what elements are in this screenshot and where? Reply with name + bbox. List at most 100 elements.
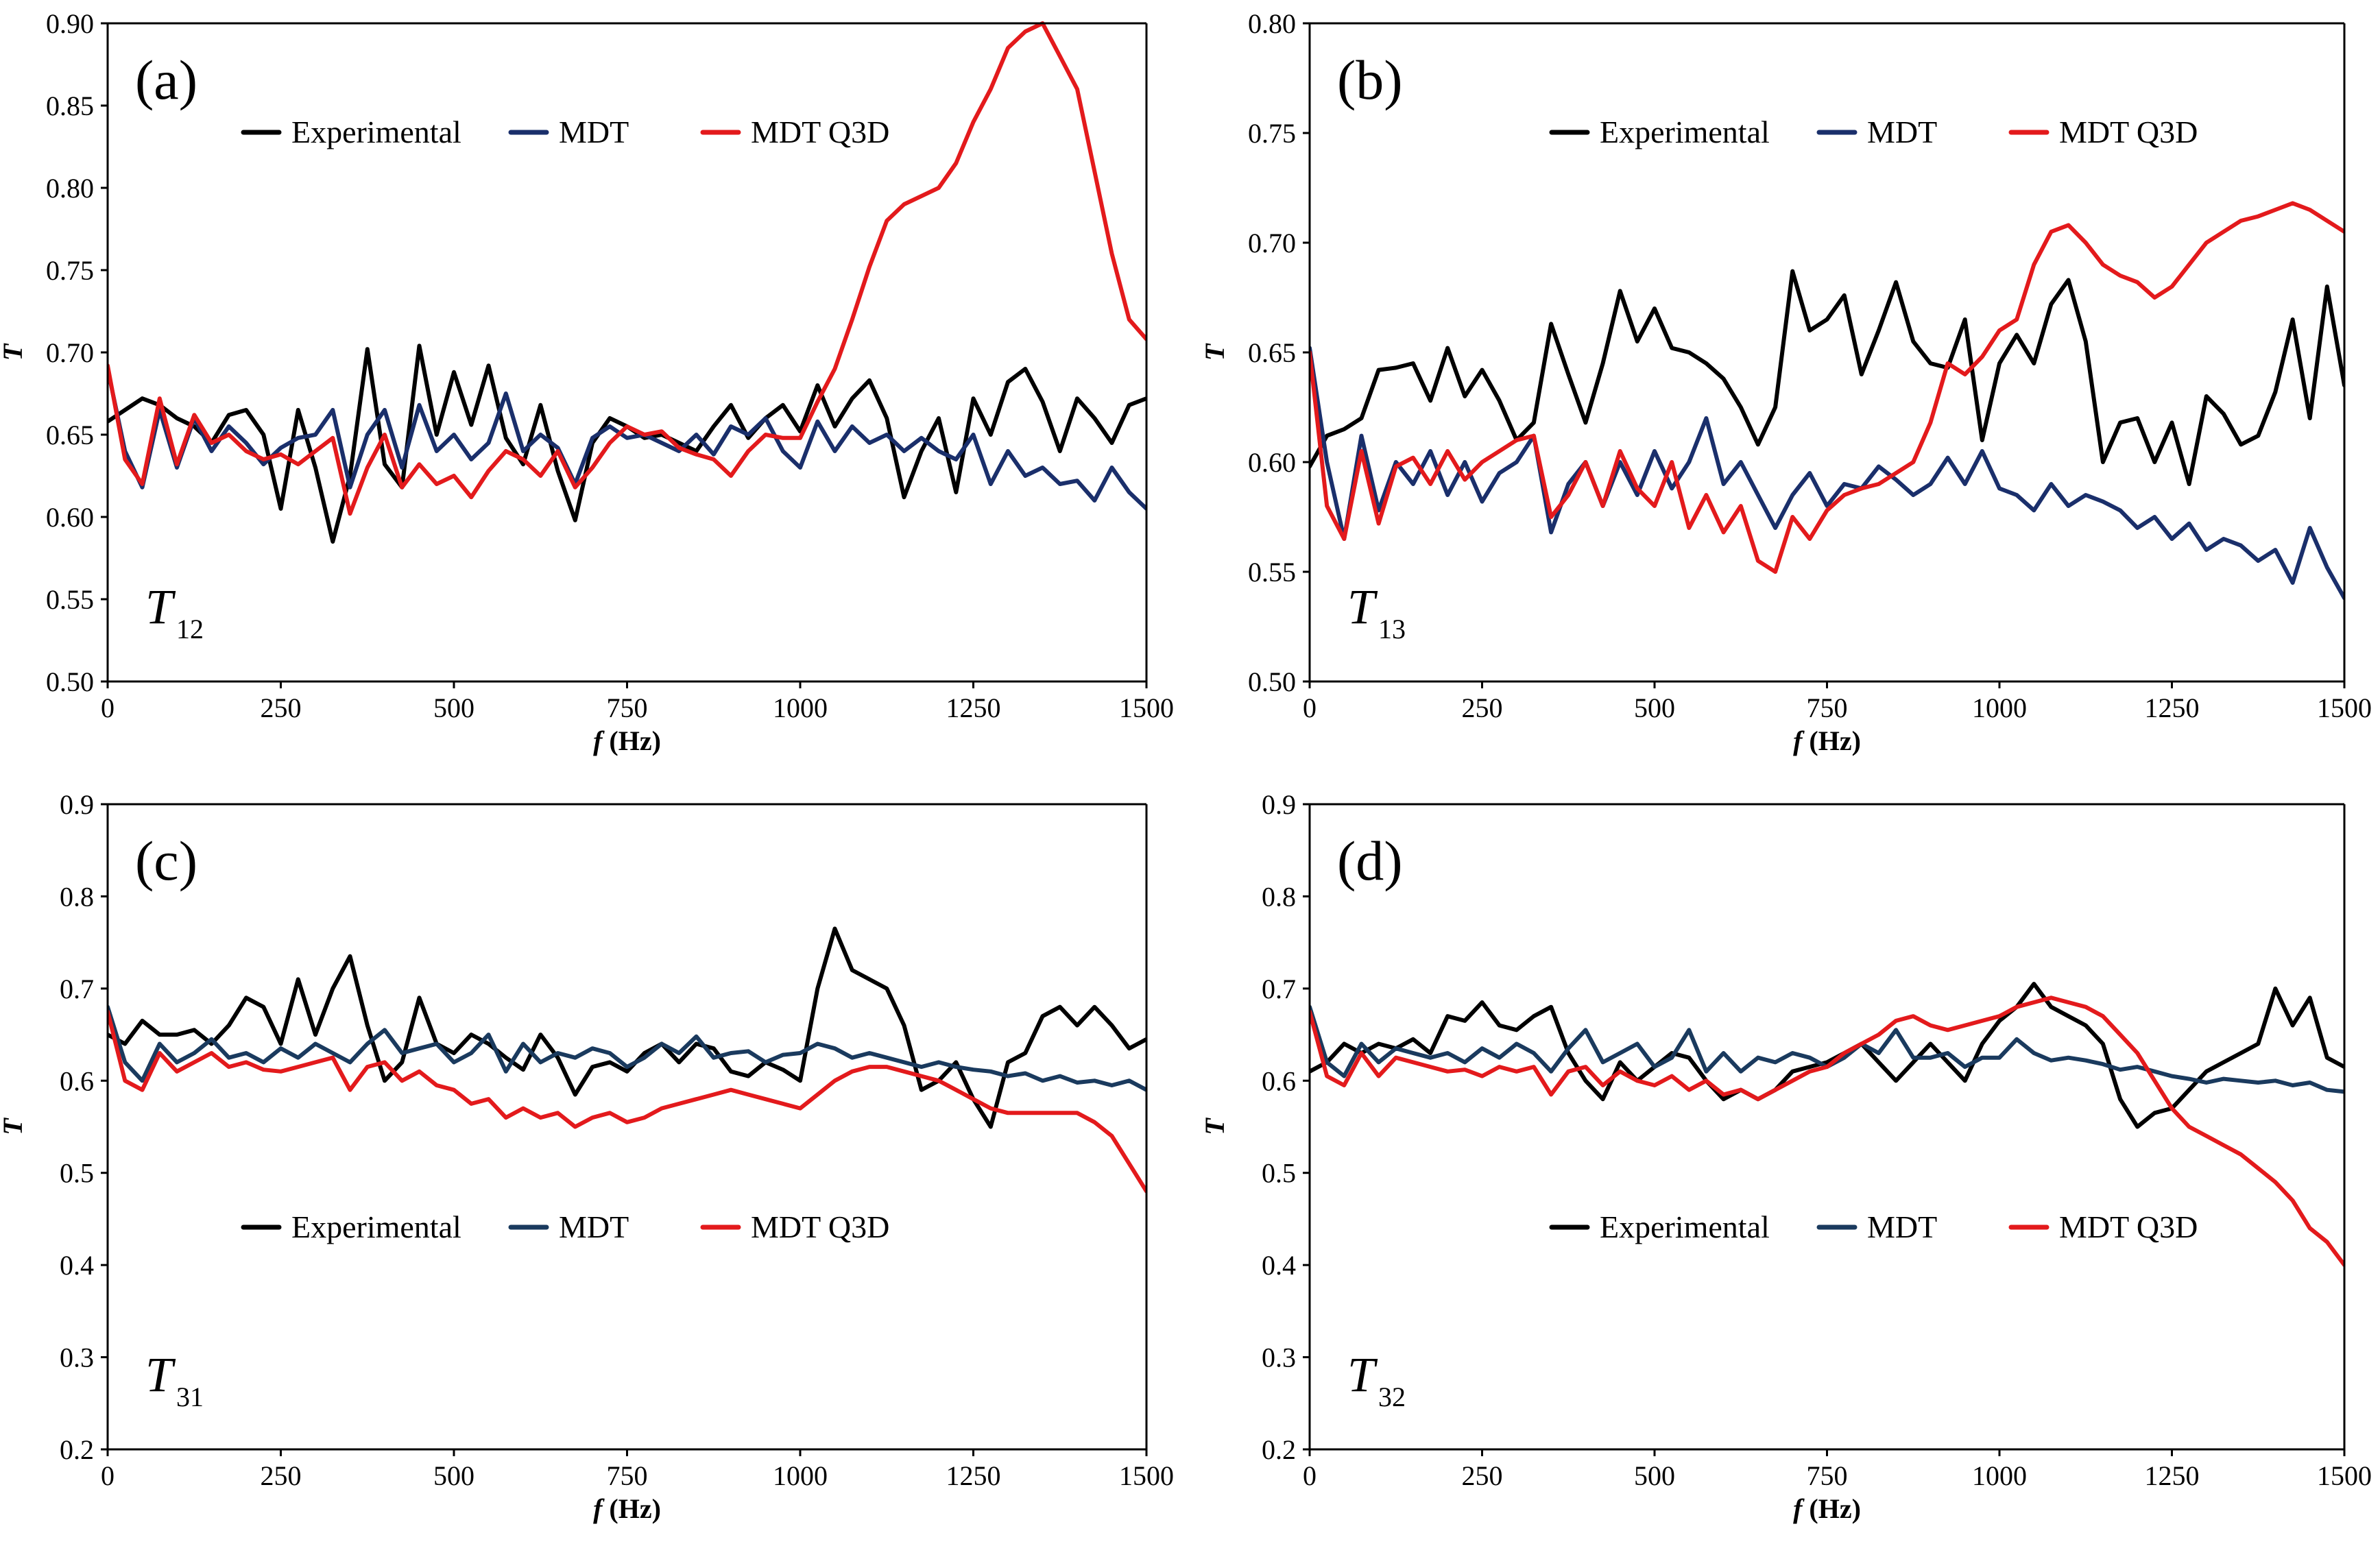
series-group xyxy=(1310,201,2344,601)
x-tick-label: 1250 xyxy=(946,692,1001,723)
y-tick-label: 0.9 xyxy=(1262,789,1296,820)
x-axis-title: f (Hz) xyxy=(1793,725,1861,756)
y-tick-label: 0.90 xyxy=(46,8,94,39)
series-line-mdt-q3d xyxy=(1310,201,2344,574)
x-tick-label: 500 xyxy=(433,692,474,723)
y-tick-label: 0.7 xyxy=(1262,974,1296,1004)
chart-panel-d: 0 250 500 750 1000 1250 1500 0.2 0.3 0.4 0.5 0.6 0.7… xyxy=(1199,789,2372,1524)
x-tick-label: 1250 xyxy=(2145,692,2200,723)
x-tick-label: 1000 xyxy=(1972,692,2027,723)
y-tick-label: 0.65 xyxy=(46,420,94,450)
legend-label-mdt-q3d: MDT Q3D xyxy=(2059,1209,2198,1244)
y-tick-label: 0.55 xyxy=(1248,557,1296,588)
y-tick-label: 0.4 xyxy=(60,1250,94,1281)
x-tick-label: 0 xyxy=(1303,692,1317,723)
x-tick-label: 750 xyxy=(607,1460,648,1491)
y-tick-label: 0.70 xyxy=(1248,228,1296,258)
y-tick-label: 0.60 xyxy=(1248,447,1296,478)
x-tick-label: 500 xyxy=(433,1460,474,1491)
x-tick-label: 250 xyxy=(1462,692,1503,723)
panels: 0 250 500 750 1000 1250 15000.500.550.600.650.… xyxy=(0,8,2372,1524)
legend: Experimental MDT MDT Q3D xyxy=(1549,114,2198,149)
series-line-experimental xyxy=(1310,269,2344,486)
quantity-subscript: 12 xyxy=(176,614,204,644)
series-line-mdt xyxy=(108,1004,1146,1092)
x-tick-label: 1000 xyxy=(773,692,828,723)
x-tick-label: 1000 xyxy=(1972,1460,2027,1491)
quantity-subscript: 13 xyxy=(1378,614,1406,644)
y-tick-label: 0.70 xyxy=(46,337,94,368)
quantity-subscript: 31 xyxy=(176,1381,204,1412)
y-tick-label: 0.50 xyxy=(1248,666,1296,697)
y-tick-label: 0.5 xyxy=(1262,1158,1296,1189)
legend-label-experimental: Experimental xyxy=(291,1209,461,1244)
y-tick-label: 0.6 xyxy=(1262,1065,1296,1096)
quantity-subscript: 32 xyxy=(1378,1381,1406,1412)
x-axis-unit: (Hz) xyxy=(602,725,661,756)
y-tick-label: 0.2 xyxy=(60,1434,94,1465)
legend-label-experimental: Experimental xyxy=(1600,1209,1770,1244)
series-line-mdt-q3d xyxy=(108,21,1146,516)
legend: Experimental MDT MDT Q3D xyxy=(241,114,889,149)
legend: Experimental MDT MDT Q3D xyxy=(241,1209,889,1244)
x-tick-label: 1500 xyxy=(1119,1460,1174,1491)
quantity-label: T xyxy=(145,1347,176,1402)
x-axis-variable: f xyxy=(1793,1493,1805,1524)
x-tick-label: 1000 xyxy=(773,1460,828,1491)
legend-label-mdt: MDT xyxy=(1867,114,1937,149)
y-axis-title: T xyxy=(0,343,28,361)
chart-panel-c: 0 250 500 750 1000 1250 1500 0.2 0.3 0.4 0.5 0.6 0.7… xyxy=(0,789,1174,1524)
y-axis-title: T xyxy=(0,1118,28,1135)
x-tick-label: 250 xyxy=(261,692,302,723)
panel-label: (b) xyxy=(1337,49,1403,111)
legend: Experimental MDT MDT Q3D xyxy=(1549,1209,2198,1244)
x-tick-label: 0 xyxy=(1303,1460,1317,1491)
panel-label: (a) xyxy=(135,49,197,111)
x-axis-unit: (Hz) xyxy=(1802,1493,1861,1524)
chart-panel-a: 0 250 500 750 1000 1250 1500 0.50 0.55 0.60 0.65 0.… xyxy=(0,8,1174,756)
legend-label-experimental: Experimental xyxy=(291,114,461,149)
y-tick-label: 0.2 xyxy=(1262,1434,1296,1465)
y-tick-label: 0.75 xyxy=(1248,118,1296,149)
legend-label-mdt-q3d: MDT Q3D xyxy=(751,114,889,149)
x-axis-title: f (Hz) xyxy=(1793,1493,1861,1524)
y-tick-label: 0.6 xyxy=(60,1065,94,1096)
series-line-mdt xyxy=(1310,346,2344,601)
y-tick-label: 0.3 xyxy=(60,1342,94,1373)
y-tick-label: 0.60 xyxy=(46,502,94,533)
x-tick-label: 0 xyxy=(101,692,115,723)
legend-label-mdt: MDT xyxy=(1867,1209,1937,1244)
y-tick-label: 0.5 xyxy=(60,1158,94,1189)
series-group xyxy=(108,926,1146,1194)
legend-label-mdt: MDT xyxy=(559,1209,629,1244)
series-line-mdt-q3d xyxy=(1310,995,2344,1268)
y-tick-label: 0.8 xyxy=(60,881,94,912)
y-tick-label: 0.65 xyxy=(1248,337,1296,368)
x-axis-variable: f xyxy=(1793,725,1805,756)
x-tick-label: 1250 xyxy=(946,1460,1001,1491)
y-tick-label: 0.9 xyxy=(60,789,94,820)
chart-panel-b: 0 250 500 750 1000 1250 1500 0.50 0.55 0.60 0.65 0.… xyxy=(1199,8,2372,756)
series-group xyxy=(108,21,1146,544)
x-tick-label: 250 xyxy=(261,1460,302,1491)
y-tick-label: 0.85 xyxy=(46,90,94,121)
series-line-mdt-q3d xyxy=(108,1009,1146,1194)
x-tick-label: 750 xyxy=(607,692,648,723)
y-tick-label: 0.55 xyxy=(46,584,94,615)
x-axis-variable: f xyxy=(593,1493,605,1524)
x-tick-label: 1500 xyxy=(1119,692,1174,723)
quantity-label: T xyxy=(1347,579,1378,634)
legend-label-mdt-q3d: MDT Q3D xyxy=(751,1209,889,1244)
x-tick-label: 750 xyxy=(1807,692,1848,723)
x-tick-label: 1500 xyxy=(2317,692,2372,723)
y-tick-label: 0.75 xyxy=(46,255,94,286)
y-tick-label: 0.80 xyxy=(1248,8,1296,39)
quantity-label: T xyxy=(145,579,176,634)
x-axis-title: f (Hz) xyxy=(593,725,661,756)
quantity-label: T xyxy=(1347,1347,1378,1402)
x-tick-label: 750 xyxy=(1807,1460,1848,1491)
legend-label-mdt-q3d: MDT Q3D xyxy=(2059,114,2198,149)
x-tick-label: 500 xyxy=(1634,692,1675,723)
